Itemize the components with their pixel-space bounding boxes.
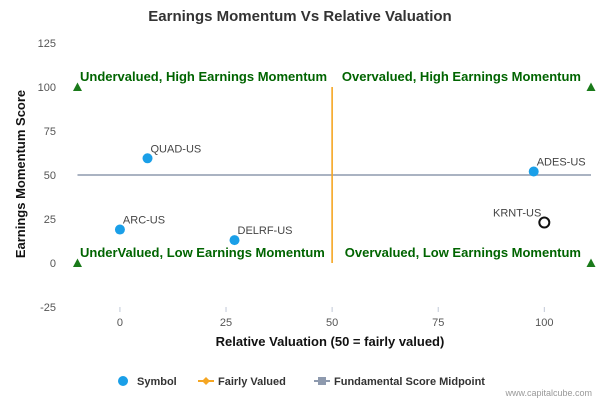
quadrant-label-top-right: Overvalued, High Earnings Momentum xyxy=(342,69,581,84)
x-tick-label: 0 xyxy=(117,317,123,329)
x-axis-label: Relative Valuation (50 = fairly valued) xyxy=(216,334,445,349)
legend-label: Fairly Valued xyxy=(218,376,286,388)
data-point-label: DELRF-US xyxy=(238,225,293,237)
legend-symbol-icon xyxy=(118,376,128,386)
data-point xyxy=(142,153,153,164)
data-point-label: ARC-US xyxy=(123,215,165,227)
plot-area: 0 25 50 75 100 -25 0 25 50 75 100 125 Undervalued, H… xyxy=(38,38,596,329)
legend-diamond-icon xyxy=(202,377,210,385)
corner-marker xyxy=(586,82,596,91)
legend-square-icon xyxy=(318,377,326,385)
corner-marker xyxy=(72,82,82,91)
x-tick-label: 100 xyxy=(535,317,553,329)
x-tick-label: 75 xyxy=(432,317,444,329)
corner-marker xyxy=(72,258,82,267)
y-tick-label: 100 xyxy=(38,82,56,94)
credit-text: www.capitalcube.com xyxy=(504,388,592,398)
quadrant-label-top-left: Undervalued, High Earnings Momentum xyxy=(80,69,327,84)
corner-marker xyxy=(586,258,596,267)
y-tick-label: 125 xyxy=(38,38,56,50)
x-tick-label: 25 xyxy=(220,317,232,329)
chart-title: Earnings Momentum Vs Relative Valuation xyxy=(148,8,451,25)
x-tick-label: 50 xyxy=(326,317,338,329)
legend-label: Fundamental Score Midpoint xyxy=(334,376,485,388)
data-point xyxy=(528,166,539,177)
legend: Symbol Fairly Valued Fundamental Score Mid… xyxy=(118,376,485,388)
y-tick-label: 0 xyxy=(50,258,56,270)
quadrant-label-bottom-right: Overvalued, Low Earnings Momentum xyxy=(345,245,581,260)
y-tick-label: -25 xyxy=(40,302,56,314)
data-point-label: QUAD-US xyxy=(151,143,202,155)
data-point-label: KRNT-US xyxy=(493,208,541,220)
y-axis-label: Earnings Momentum Score xyxy=(13,90,28,258)
y-tick-label: 50 xyxy=(44,170,56,182)
quadrant-label-bottom-left: UnderValued, Low Earnings Momentum xyxy=(80,245,325,260)
legend-label: Symbol xyxy=(137,376,177,388)
data-point xyxy=(114,224,125,235)
data-point-label: ADES-US xyxy=(537,156,586,168)
data-point xyxy=(538,216,551,229)
y-tick-label: 25 xyxy=(44,214,56,226)
y-tick-label: 75 xyxy=(44,126,56,138)
data-point xyxy=(229,235,240,246)
